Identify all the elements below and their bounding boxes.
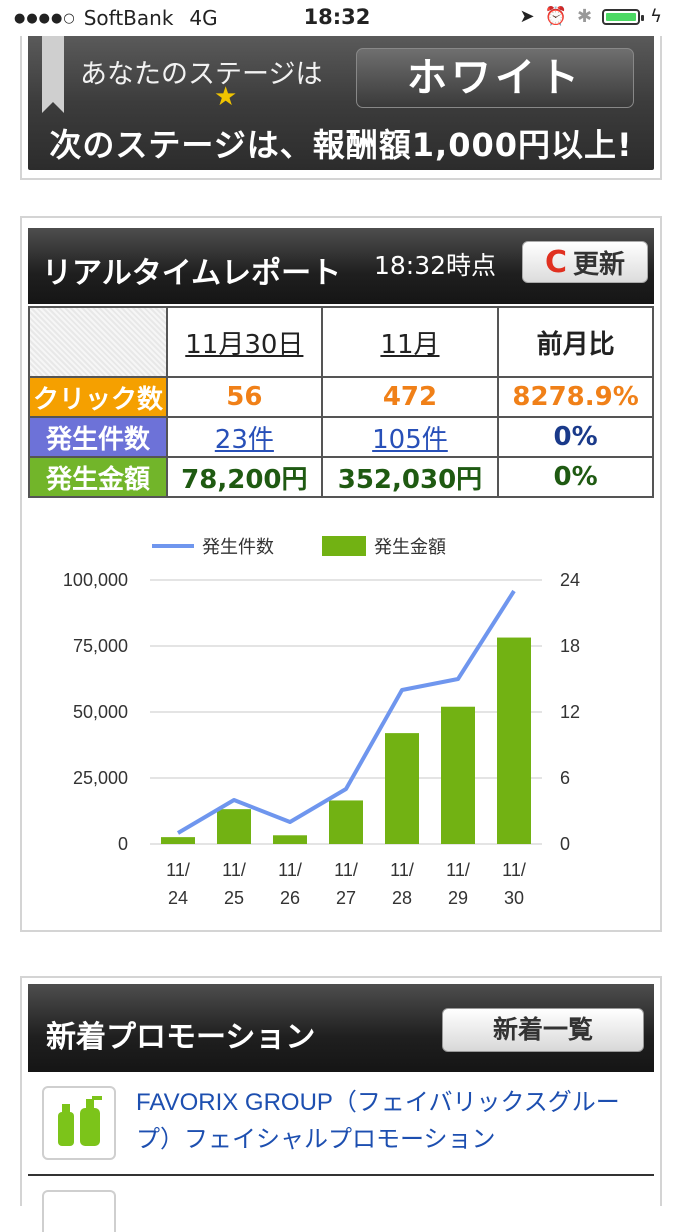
new-list-button[interactable]: 新着一覧 [442, 1008, 644, 1052]
y-right-tick-label: 24 [560, 570, 580, 590]
refresh-icon: C [545, 245, 567, 280]
bluetooth-icon: ✱ [577, 6, 592, 27]
x-tick-label: 28 [392, 888, 412, 908]
clicks-day: 56 [167, 377, 322, 417]
stats-table: 11月30日 11月 前月比 クリック数 56 472 8278.9% 発生件数… [28, 306, 654, 498]
bottle-icon-graphic [44, 1088, 114, 1158]
chart-bar [441, 707, 475, 844]
chart-bar [161, 837, 195, 844]
clicks-ratio: 8278.9% [498, 377, 653, 417]
count-ratio: 0% [498, 417, 653, 457]
chart-bar [273, 835, 307, 844]
promotion-icon [42, 1190, 116, 1232]
list-item[interactable]: FAVORIX GROUP（フェイバリックスグループ）フェイシャルプロモーション [28, 1074, 654, 1176]
count-month-link[interactable]: 105件 [322, 417, 499, 457]
y-right-tick-label: 6 [560, 768, 570, 788]
alarm-icon: ⏰ [545, 6, 567, 27]
refresh-button[interactable]: C 更新 [522, 241, 648, 283]
stage-next-goal: 次のステージは、報酬額1,000円以上! [34, 120, 648, 166]
column-header-day[interactable]: 11月30日 [167, 307, 322, 377]
report-chart: 0 25,000 50,000 75,000 100,000 0 6 12 18 24 11/24 1… [22, 518, 664, 918]
bookmark-icon [42, 36, 64, 102]
chart-bar [217, 809, 251, 844]
y-right-tick-label: 0 [560, 834, 570, 854]
amount-month: 352,030円 [322, 457, 499, 497]
status-bar: ●●●●○ SoftBank 4G 18:32 ➤ ⏰ ✱ ϟ [0, 0, 674, 36]
report-card: リアルタイムレポート 18:32時点 C 更新 11月30日 11月 前月比 ク… [20, 216, 662, 932]
bottle-icon [42, 1086, 116, 1160]
charging-icon: ϟ [650, 6, 662, 27]
promotions-card: 新着プロモーション 新着一覧 FAVORIX GROUP（フェイバリックスグルー… [20, 976, 662, 1206]
chart-bar [329, 800, 363, 844]
y-right-tick-label: 18 [560, 636, 580, 656]
list-item-partial[interactable] [28, 1178, 654, 1218]
table-row-amount: 発生金額 78,200円 352,030円 0% [29, 457, 653, 497]
clicks-month: 472 [322, 377, 499, 417]
table-corner [29, 307, 167, 377]
chart-bar [385, 733, 419, 844]
battery-icon [602, 9, 640, 25]
x-tick-label: 11/ [334, 860, 358, 880]
stage-label: あなたのステージは [80, 52, 322, 91]
refresh-label: 更新 [573, 244, 625, 281]
location-icon: ➤ [520, 6, 535, 27]
y-right-tick-label: 12 [560, 702, 580, 722]
star-icon: ★ [214, 82, 237, 112]
x-tick-label: 29 [448, 888, 468, 908]
chart-svg: 0 25,000 50,000 75,000 100,000 0 6 12 18 24 11/24 1… [22, 518, 664, 918]
amount-ratio: 0% [498, 457, 653, 497]
y-left-tick-label: 0 [118, 834, 128, 854]
count-day-link[interactable]: 23件 [167, 417, 322, 457]
x-tick-label: 11/ [446, 860, 470, 880]
x-tick-label: 26 [280, 888, 300, 908]
report-title: リアルタイムレポート [42, 248, 341, 292]
stage-banner[interactable]: あなたのステージは ★ ホワイト 次のステージは、報酬額1,000円以上! [28, 36, 654, 170]
x-tick-label: 11/ [390, 860, 414, 880]
report-header: リアルタイムレポート 18:32時点 C 更新 [28, 228, 654, 304]
column-header-month[interactable]: 11月 [322, 307, 499, 377]
report-timestamp: 18:32時点 [374, 246, 496, 282]
stage-card: あなたのステージは ★ ホワイト 次のステージは、報酬額1,000円以上! [20, 36, 662, 180]
legend-line-label: 発生件数 [202, 537, 274, 557]
legend-bar-swatch [322, 536, 366, 556]
row-label-clicks: クリック数 [29, 377, 167, 417]
x-tick-label: 30 [504, 888, 524, 908]
table-row-count: 発生件数 23件 105件 0% [29, 417, 653, 457]
promotion-link[interactable]: FAVORIX GROUP（フェイバリックスグループ）フェイシャルプロモーション [136, 1084, 636, 1158]
table-header-row: 11月30日 11月 前月比 [29, 307, 653, 377]
x-tick-label: 11/ [502, 860, 526, 880]
status-right: ➤ ⏰ ✱ ϟ [520, 6, 662, 27]
column-header-ratio: 前月比 [498, 307, 653, 377]
promotions-header: 新着プロモーション 新着一覧 [28, 984, 654, 1072]
y-left-tick-label: 100,000 [63, 570, 128, 590]
promotions-title: 新着プロモーション [46, 1012, 315, 1056]
y-left-tick-label: 25,000 [73, 768, 128, 788]
x-tick-label: 11/ [166, 860, 190, 880]
x-tick-label: 24 [168, 888, 188, 908]
table-row-clicks: クリック数 56 472 8278.9% [29, 377, 653, 417]
stage-name: ホワイト [356, 48, 634, 108]
y-left-tick-label: 75,000 [73, 636, 128, 656]
row-label-count: 発生件数 [29, 417, 167, 457]
x-tick-label: 27 [336, 888, 356, 908]
row-label-amount: 発生金額 [29, 457, 167, 497]
x-tick-label: 11/ [278, 860, 302, 880]
x-tick-label: 25 [224, 888, 244, 908]
amount-day: 78,200円 [167, 457, 322, 497]
y-left-tick-label: 50,000 [73, 702, 128, 722]
chart-bar [497, 638, 531, 844]
legend-bar-label: 発生金額 [374, 537, 446, 557]
x-tick-label: 11/ [222, 860, 246, 880]
